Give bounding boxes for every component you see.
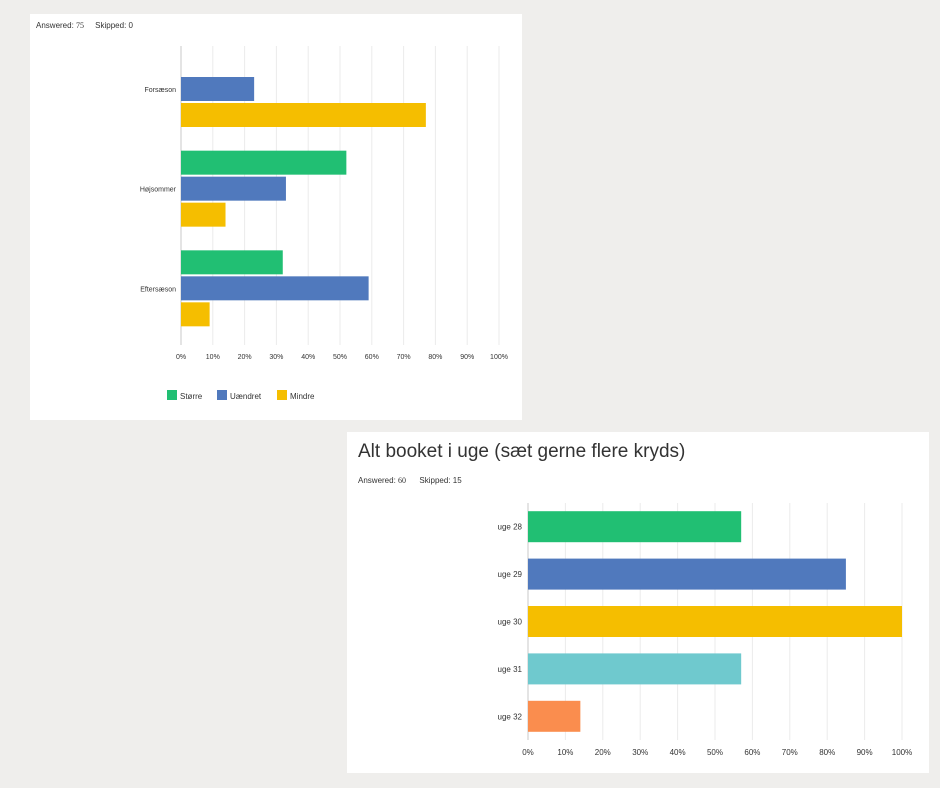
- x-tick-label: 20%: [238, 354, 252, 361]
- bar-mindre: [181, 302, 210, 327]
- category-label: uge 30: [498, 618, 523, 627]
- legend-swatch: [217, 390, 227, 400]
- x-tick-label: 20%: [595, 748, 611, 757]
- legend-swatch: [167, 390, 177, 400]
- category-label: Forsæson: [144, 87, 176, 94]
- bar-større: [181, 250, 283, 275]
- x-tick-label: 30%: [269, 354, 283, 361]
- skipped-count: 15: [452, 476, 462, 485]
- x-tick-label: 70%: [397, 354, 411, 361]
- answered-count: 60: [398, 476, 407, 485]
- x-tick-label: 10%: [206, 354, 220, 361]
- x-tick-label: 80%: [428, 354, 442, 361]
- bar-mindre: [181, 202, 226, 227]
- season-bar-chart: 0% 10% 20% 30% 40% 50% 60% 70% 80% 90% 100% Forsæso…: [140, 46, 508, 401]
- chart-card-season: Answered: 75 Skipped: 0 0% 10% 20% 30% 40% 50…: [30, 14, 522, 420]
- chart-card-weeks: Alt booket i uge (sæt gerne flere kryds)…: [347, 432, 929, 773]
- x-tick-label: 70%: [782, 748, 798, 757]
- bar-uge-28: [528, 511, 742, 543]
- x-tick-label: 30%: [632, 748, 648, 757]
- x-tick-label: 100%: [490, 354, 508, 361]
- x-tick-label: 60%: [365, 354, 379, 361]
- bar-uge-30: [528, 606, 902, 637]
- category-label: uge 28: [498, 523, 523, 532]
- x-tick-label: 40%: [670, 748, 686, 757]
- bar-uge-31: [528, 653, 742, 685]
- bar-uge-32: [528, 700, 581, 732]
- chart-title: Alt booket i uge (sæt gerne flere kryds): [358, 441, 686, 462]
- x-tick-label: 50%: [707, 748, 723, 757]
- category-label: uge 32: [498, 712, 523, 721]
- bar-mindre: [181, 103, 426, 127]
- category-label: Eftersæson: [140, 286, 176, 293]
- bar-større: [181, 150, 347, 175]
- x-tick-label: 0%: [176, 354, 186, 361]
- legend-swatch: [277, 390, 287, 400]
- bar-uændret: [181, 77, 255, 101]
- x-tick-label: 10%: [557, 748, 573, 757]
- bar-uændret: [181, 276, 369, 301]
- category-label: uge 29: [498, 570, 523, 579]
- category-label: Højsommer: [140, 187, 177, 194]
- bar-uge-29: [528, 558, 846, 590]
- skipped-label: Skipped:: [95, 21, 127, 30]
- x-tick-label: 90%: [857, 748, 873, 757]
- legend-label: Større: [180, 392, 203, 401]
- x-tick-label: 40%: [301, 354, 315, 361]
- answered-label: Answered:: [36, 21, 74, 30]
- x-tick-label: 0%: [522, 748, 534, 757]
- category-label: uge 31: [498, 665, 523, 674]
- x-tick-label: 50%: [333, 354, 347, 361]
- legend-label: Uændret: [230, 392, 262, 401]
- weeks-bar-chart: 0% 10% 20% 30% 40% 50% 60% 70% 80% 90% 100% uge 28 u…: [498, 503, 912, 757]
- x-tick-label: 90%: [460, 354, 474, 361]
- x-tick-label: 60%: [744, 748, 760, 757]
- x-tick-label: 100%: [892, 748, 912, 757]
- legend-label: Mindre: [290, 392, 315, 401]
- bar-uændret: [181, 176, 286, 201]
- response-summary: Answered: 75 Skipped: 0: [36, 21, 133, 30]
- x-tick-label: 80%: [819, 748, 835, 757]
- answered-label: Answered:: [358, 476, 396, 485]
- skipped-label: Skipped:: [419, 476, 451, 485]
- answered-count: 75: [76, 21, 85, 30]
- response-summary: Answered: 60 Skipped: 15: [358, 476, 462, 485]
- skipped-count: 0: [128, 21, 133, 30]
